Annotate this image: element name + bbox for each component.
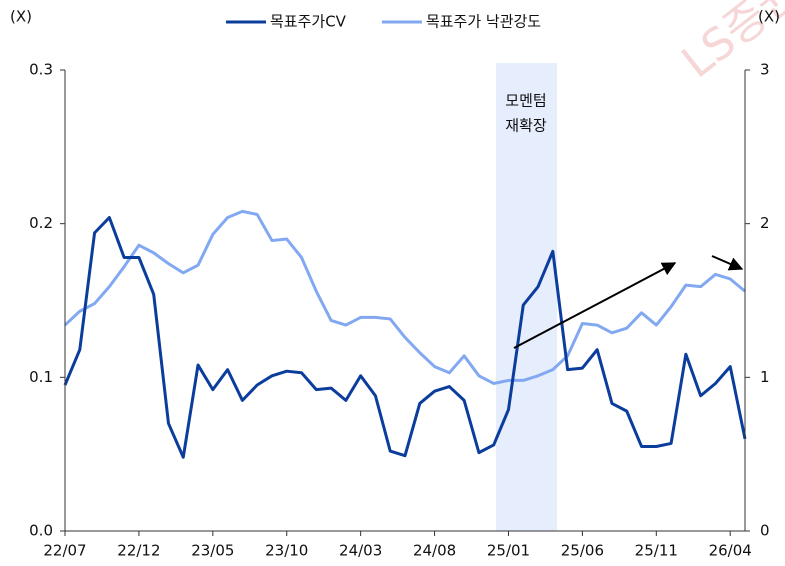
y-axis-label: (X) — [10, 8, 32, 26]
y-tick-label: 0.0 — [29, 522, 53, 540]
series-line — [63, 209, 746, 385]
x-tick-label: 22/07 — [43, 542, 86, 560]
x-tick-label: 24/08 — [413, 542, 456, 560]
y2-tick-label: 0 — [760, 522, 770, 540]
x-tick-label: 22/12 — [117, 542, 160, 560]
y-tick-label: 0.1 — [29, 368, 53, 386]
annotation: 모멘텀 — [505, 92, 546, 110]
x-tick-label: 23/10 — [265, 542, 308, 560]
x-tick-label: 24/03 — [339, 542, 382, 560]
y2-tick-label: 1 — [760, 368, 770, 386]
x-tick-label: 26/04 — [709, 542, 752, 560]
x-tick-label: 25/01 — [487, 542, 530, 560]
trend-arrow — [513, 262, 677, 349]
x-tick-label: 23/05 — [191, 542, 234, 560]
y2-tick-label: 2 — [760, 214, 770, 232]
x-tick-label: 25/06 — [561, 542, 604, 560]
y2-axis-label: (X) — [758, 8, 780, 26]
series-line — [63, 216, 747, 459]
x-tick-label: 25/11 — [635, 542, 678, 560]
legend-label: 목표주가CV — [270, 13, 347, 31]
y-tick-label: 0.2 — [29, 214, 53, 232]
y2-tick-label: 3 — [760, 61, 770, 79]
legend-label: 목표주가 낙관강도 — [426, 13, 541, 31]
annotation: 재확장 — [505, 117, 547, 135]
trend-arrow — [711, 255, 744, 271]
highlight-band — [496, 63, 557, 531]
y-tick-label: 0.3 — [29, 61, 53, 79]
